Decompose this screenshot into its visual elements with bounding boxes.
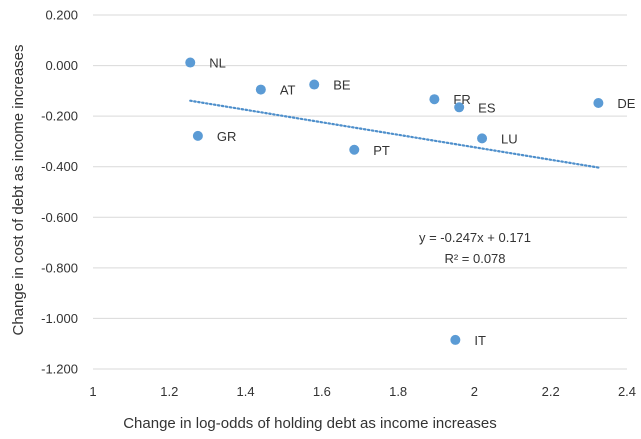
point-label-be: BE xyxy=(333,78,351,93)
data-point-de xyxy=(593,97,604,108)
point-labels: NL AT BE GR PT FR ES LU DE IT xyxy=(209,56,636,348)
point-label-lu: LU xyxy=(501,131,518,146)
point-label-it: IT xyxy=(474,333,486,348)
trendline-equation: y = -0.247x + 0.171 xyxy=(419,230,531,245)
y-tick-label: 0.200 xyxy=(45,8,78,23)
data-point-lu xyxy=(477,133,488,144)
y-tick-label: -0.200 xyxy=(41,109,78,124)
x-tick-label: 2 xyxy=(471,384,478,399)
data-point-at xyxy=(255,84,266,95)
x-axis-title: Change in log-odds of holding debt as in… xyxy=(123,415,497,432)
point-label-at: AT xyxy=(280,83,296,98)
point-label-pt: PT xyxy=(373,143,390,158)
point-label-de: DE xyxy=(617,96,635,111)
data-point-pt xyxy=(349,144,360,155)
r-squared-label: R² = 0.078 xyxy=(444,251,505,266)
x-tick-label: 1.8 xyxy=(389,384,407,399)
x-tick-labels: 1 1.2 1.4 1.6 1.8 2 2.2 2.4 xyxy=(89,384,636,399)
point-label-nl: NL xyxy=(209,56,226,71)
x-tick-label: 1.2 xyxy=(160,384,178,399)
data-point-nl xyxy=(185,57,196,68)
x-tick-label: 2.4 xyxy=(618,384,636,399)
data-points xyxy=(185,57,604,345)
gridlines xyxy=(93,14,627,370)
trendline xyxy=(189,99,600,169)
point-label-gr: GR xyxy=(217,129,237,144)
data-point-fr xyxy=(429,94,440,105)
y-tick-label: -1.000 xyxy=(41,311,78,326)
point-label-es: ES xyxy=(478,100,496,115)
trendline-path xyxy=(189,99,600,169)
y-axis-title: Change in cost of debt as income increas… xyxy=(10,45,27,336)
point-label-fr: FR xyxy=(453,92,470,107)
x-tick-label: 1.6 xyxy=(313,384,331,399)
y-tick-label: -0.400 xyxy=(41,159,78,174)
y-tick-label: -0.800 xyxy=(41,260,78,275)
data-point-it xyxy=(450,334,461,345)
data-point-be xyxy=(309,79,320,90)
y-tick-label: -0.600 xyxy=(41,210,78,225)
y-tick-label: 0.000 xyxy=(45,58,78,73)
x-tick-label: 1 xyxy=(89,384,96,399)
y-tick-label: -1.200 xyxy=(41,362,78,377)
y-tick-labels: 0.200 0.000 -0.200 -0.400 -0.600 -0.800 -1.000… xyxy=(41,8,78,377)
data-point-es xyxy=(454,102,465,113)
data-point-gr xyxy=(192,130,203,141)
x-tick-label: 2.2 xyxy=(542,384,560,399)
x-tick-label: 1.4 xyxy=(237,384,255,399)
